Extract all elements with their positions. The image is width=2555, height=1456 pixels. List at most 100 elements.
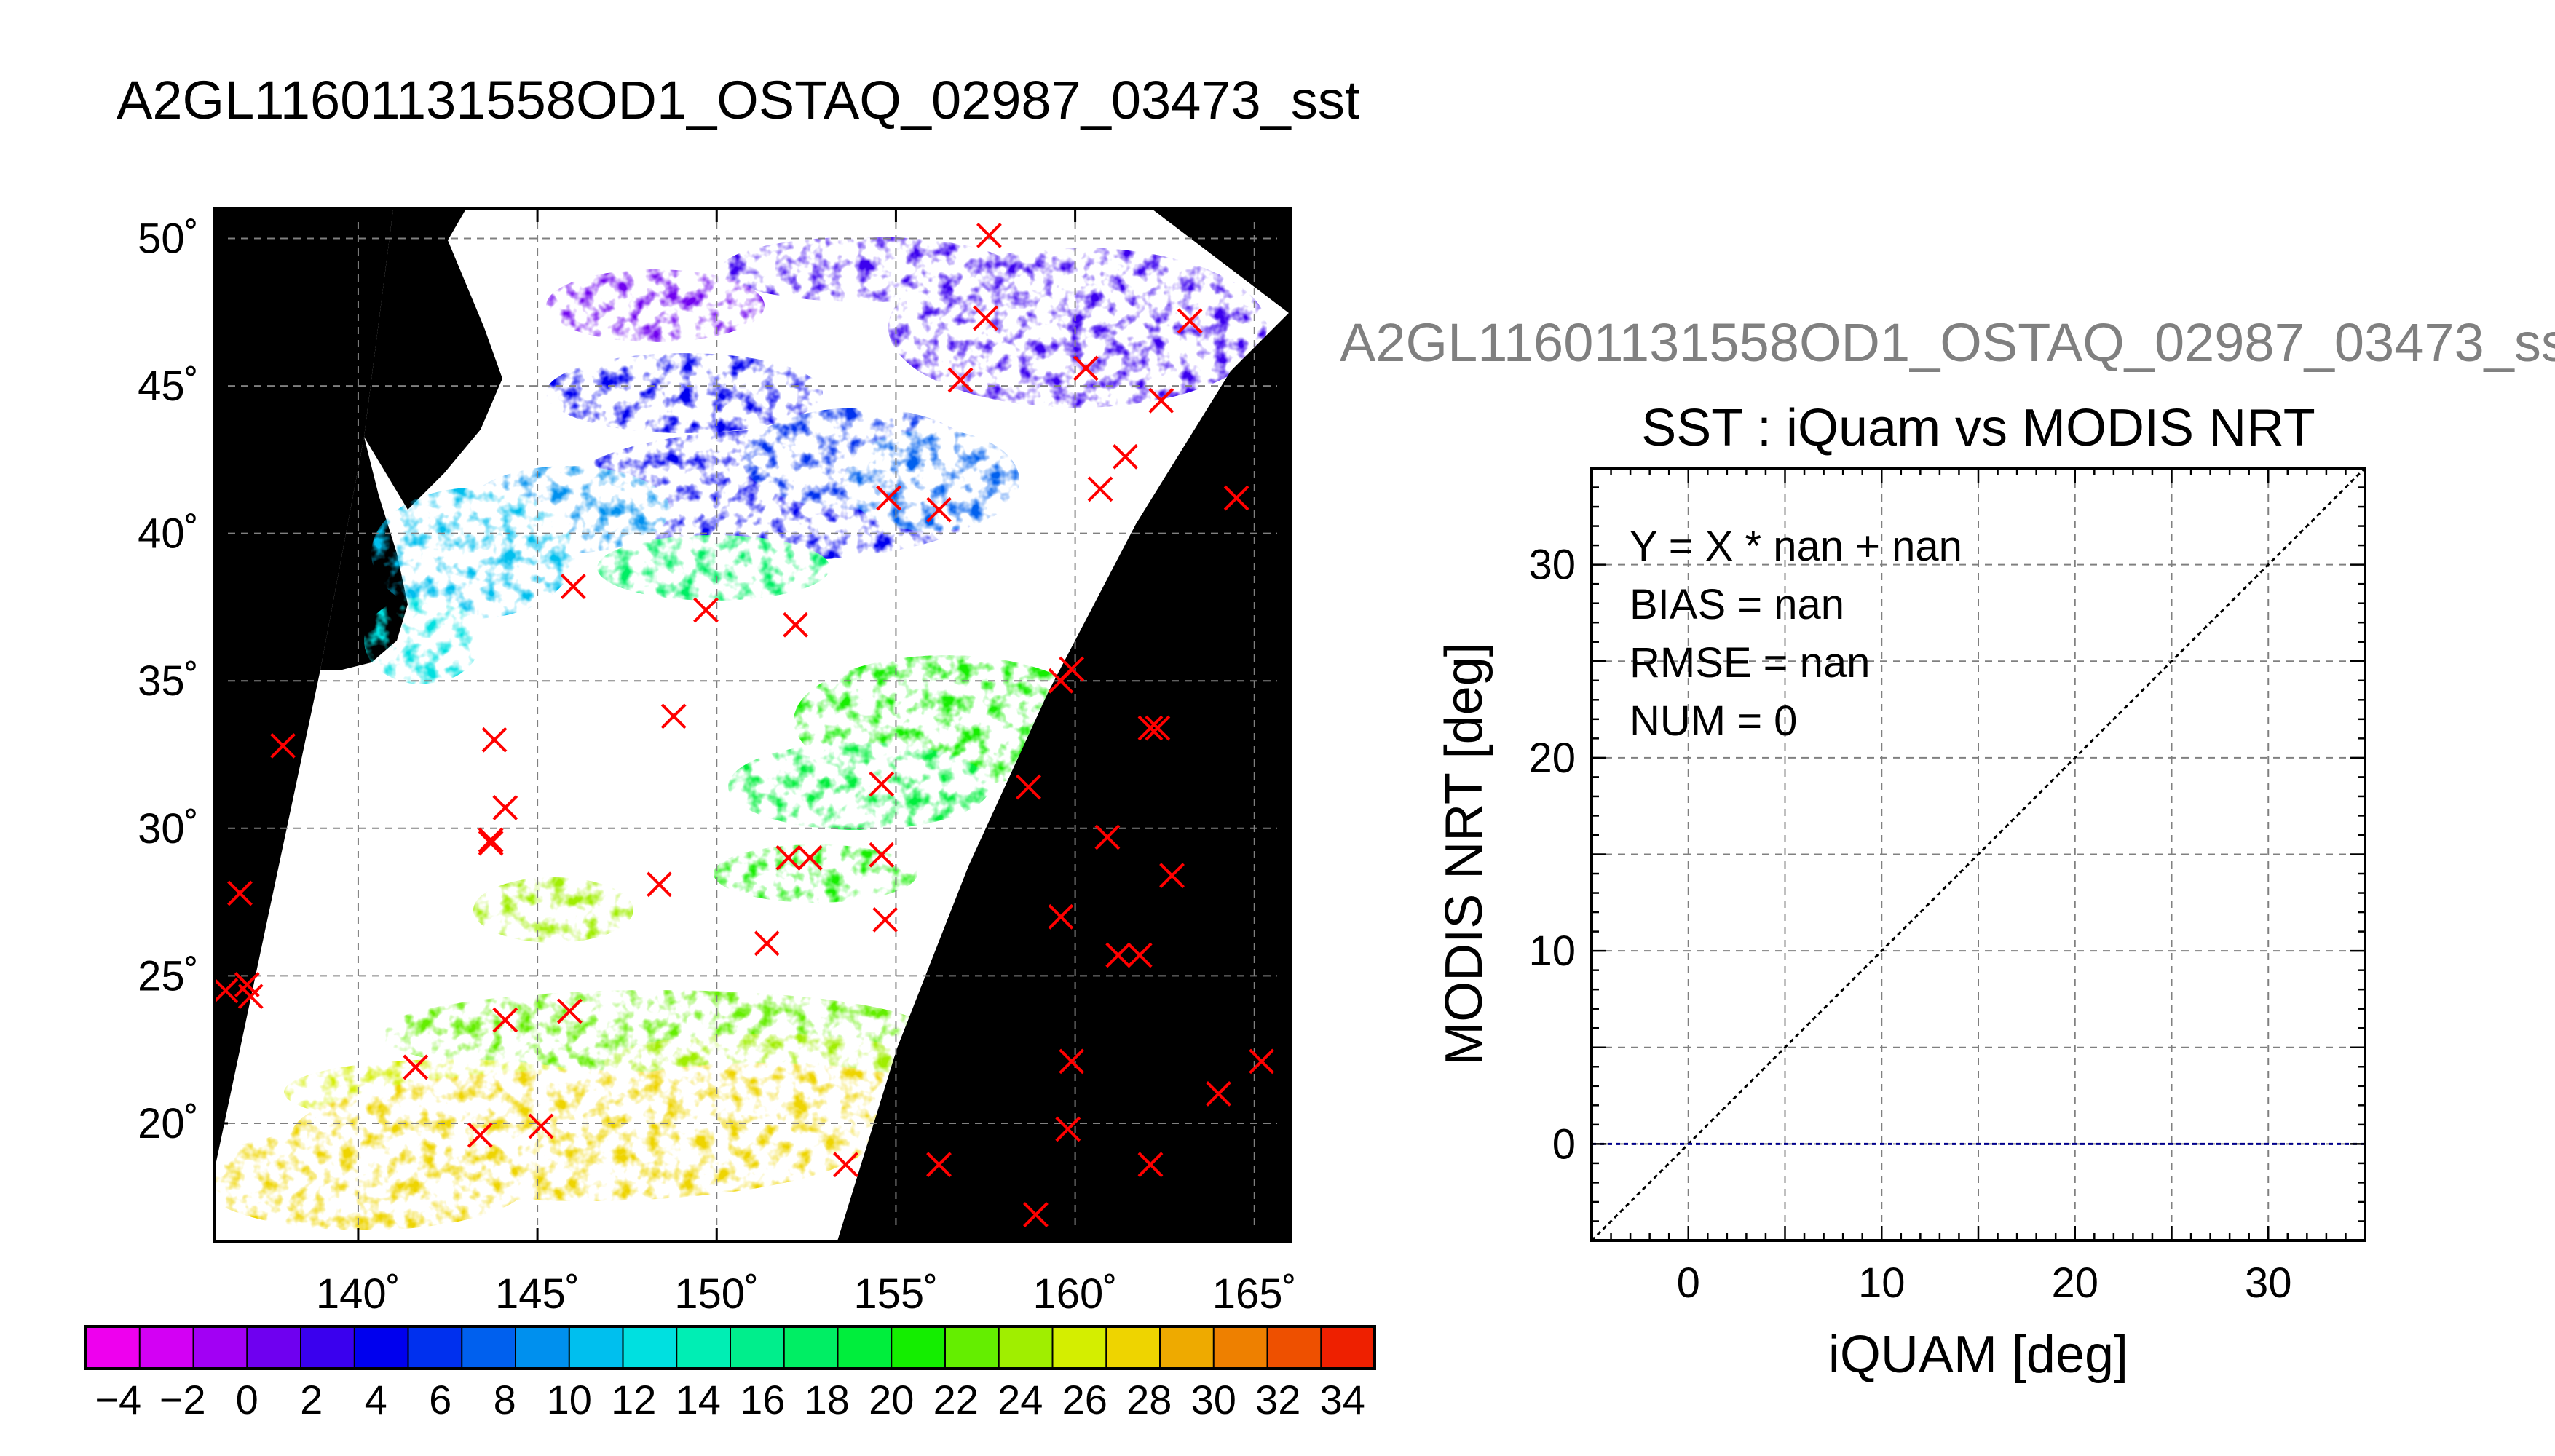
buoy-marker xyxy=(869,771,895,797)
colorbar-cell xyxy=(1321,1326,1375,1369)
scatter-x-tick-label: 20 xyxy=(2051,1259,2098,1307)
scatter-x-tick-labels: 0 10 20 30 xyxy=(1677,1259,2292,1307)
scatter-y-tick-label: 30 xyxy=(1528,542,1576,589)
map-lon-label: 140˚ xyxy=(316,1270,400,1318)
buoy-marker xyxy=(1094,824,1121,850)
colorbar-cell xyxy=(891,1326,946,1369)
buoy-marker xyxy=(1073,355,1099,381)
sst-colorbar: −4 −2 0 2 4 6 8 10 12 14 16 18 20 22 24 26 28 30 32 34 xyxy=(84,1325,1376,1423)
colorbar-cell xyxy=(1267,1326,1322,1369)
buoy-marker xyxy=(1145,715,1171,741)
colorbar-cell xyxy=(462,1326,516,1369)
sst-map: 140˚ 145˚ 150˚ 155˚ 160˚ 165˚ 20˚ 25˚ 30˚ 35˚ 40˚… xyxy=(138,207,1297,1318)
buoy-marker xyxy=(1059,656,1085,682)
buoy-marker xyxy=(1177,308,1203,334)
map-lat-label: 30˚ xyxy=(138,805,199,852)
buoy-marker xyxy=(797,844,823,871)
buoy-marker xyxy=(660,703,687,729)
buoy-marker xyxy=(1016,774,1042,800)
page-title: A2GL11601131558OD1_OSTAQ_02987_03473_sst xyxy=(117,70,1360,130)
buoy-marker xyxy=(1059,1048,1085,1075)
buoy-marker xyxy=(869,842,895,868)
stats-bias: BIAS = nan xyxy=(1630,581,1844,628)
scatter-x-axis-label: iQUAM [deg] xyxy=(1828,1326,2128,1384)
buoy-marker xyxy=(1126,942,1153,968)
buoy-marker xyxy=(227,880,253,906)
scatter-file-title: A2GL11601131558OD1_OSTAQ_02987_03473_sst xyxy=(1340,312,2555,373)
colorbar-label: 2 xyxy=(300,1377,323,1423)
buoy-marker xyxy=(1087,476,1113,502)
colorbar-label: 16 xyxy=(740,1377,785,1423)
scatter-x-tick-label: 0 xyxy=(1677,1259,1700,1307)
buoy-marker xyxy=(1148,387,1174,414)
map-grid xyxy=(215,209,1290,1241)
map-longitude-labels: 140˚ 145˚ 150˚ 155˚ 160˚ 165˚ xyxy=(316,1270,1297,1318)
buoy-marker xyxy=(1113,443,1138,470)
buoy-marker xyxy=(478,830,504,856)
colorbar-cell xyxy=(408,1326,462,1369)
buoy-marker xyxy=(1249,1048,1275,1075)
colorbar-cell xyxy=(783,1326,838,1369)
map-lon-label: 160˚ xyxy=(1033,1270,1118,1318)
scatter-stats: Y = X * nan + nan BIAS = nan RMSE = nan … xyxy=(1630,523,1962,745)
buoy-marker xyxy=(478,827,504,853)
colorbar-label: 10 xyxy=(547,1377,592,1423)
buoy-marker xyxy=(926,496,952,523)
map-latitude-labels: 20˚ 25˚ 30˚ 35˚ 40˚ 45˚ 50˚ xyxy=(138,215,199,1147)
colorbar-cell xyxy=(1106,1326,1161,1369)
scatter-title: SST : iQuam vs MODIS NRT xyxy=(1641,399,2315,457)
buoy-marker xyxy=(926,1152,952,1178)
buoy-marker xyxy=(976,223,1002,248)
colorbar-cell xyxy=(516,1326,570,1369)
scatter-y-axis-label: MODIS NRT [deg] xyxy=(1435,642,1493,1066)
colorbar-frame xyxy=(84,1325,1376,1370)
buoy-marker xyxy=(693,597,719,623)
scatter-ticks xyxy=(1590,467,2366,1242)
buoy-marker xyxy=(775,844,802,871)
map-lon-label: 150˚ xyxy=(674,1270,759,1318)
colorbar-label: 4 xyxy=(365,1377,387,1423)
buoy-marker xyxy=(876,485,902,511)
colorbar-label: 28 xyxy=(1126,1377,1172,1423)
colorbar-cell xyxy=(998,1326,1053,1369)
colorbar-cell xyxy=(354,1326,408,1369)
map-lat-label: 25˚ xyxy=(138,952,199,1000)
colorbar-label: 14 xyxy=(676,1377,721,1423)
map-lat-label: 40˚ xyxy=(138,510,199,558)
colorbar-labels: −4 −2 0 2 4 6 8 10 12 14 16 18 20 22 24 26 28 30 32 34 xyxy=(95,1377,1365,1423)
buoy-marker xyxy=(783,612,808,638)
colorbar-cell xyxy=(1160,1326,1215,1369)
colorbar-label: 12 xyxy=(611,1377,656,1423)
map-frame xyxy=(213,207,1292,1243)
stats-num: NUM = 0 xyxy=(1630,697,1797,745)
buoy-marker xyxy=(647,871,672,898)
colorbar-label: 0 xyxy=(236,1377,258,1423)
buoy-marker xyxy=(215,978,239,1004)
colorbar-cell xyxy=(1052,1326,1107,1369)
buoy-marker xyxy=(1023,1202,1049,1227)
colorbar-cell xyxy=(676,1326,731,1369)
colorbar-cell xyxy=(945,1326,1000,1369)
colorbar-cell xyxy=(730,1326,785,1369)
buoy-marker xyxy=(237,984,264,1010)
buoy-marker xyxy=(528,1113,554,1139)
no-data-region xyxy=(837,313,1290,1241)
land-hokkaido xyxy=(364,209,502,510)
colorbar-label: 6 xyxy=(429,1377,451,1423)
colorbar-cell xyxy=(837,1326,892,1369)
colorbar-cell xyxy=(1213,1326,1268,1369)
buoy-marker xyxy=(1137,1152,1164,1178)
colorbar-cell xyxy=(247,1326,301,1369)
buoy-marker xyxy=(833,1152,858,1178)
buoy-marker xyxy=(556,998,583,1024)
colorbar-cell xyxy=(86,1326,141,1369)
map-lat-label: 45˚ xyxy=(138,363,199,410)
scatter-x-tick-label: 10 xyxy=(1858,1259,1906,1307)
sst-field xyxy=(215,237,1267,1230)
scatter-y-tick-label: 10 xyxy=(1528,927,1576,975)
buoy-marker xyxy=(1055,1116,1081,1142)
colorbar-cell xyxy=(193,1326,248,1369)
buoy-marker xyxy=(754,930,780,957)
buoy-markers xyxy=(215,223,1275,1227)
